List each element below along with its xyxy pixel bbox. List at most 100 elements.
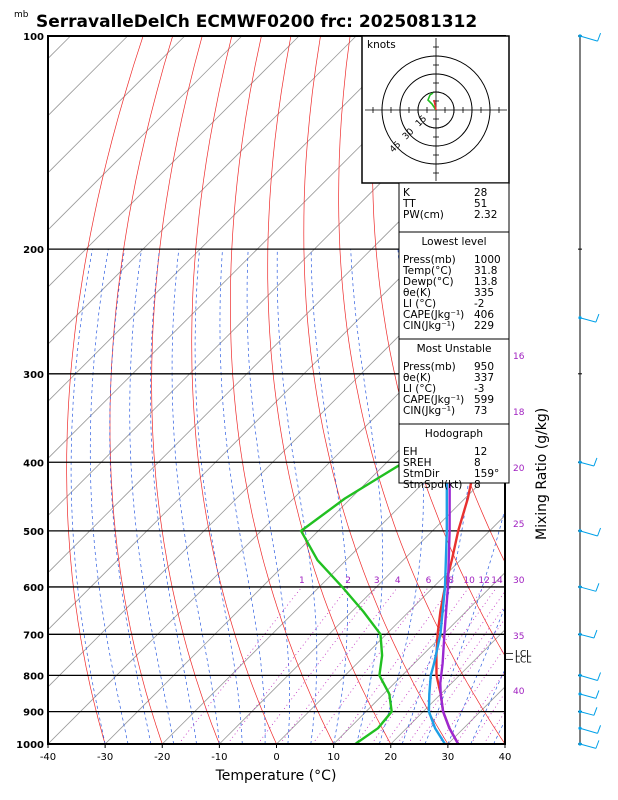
pressure-tick-label: 700 [23,630,44,641]
x-axis-label: Temperature (°C) [215,768,337,784]
dry-adiabat-line [151,36,220,744]
moist-adiabat-line [219,249,266,744]
panel-row-value: -2 [474,298,484,310]
moist-adiabat-line [171,249,220,744]
dry-adiabat-line [528,36,618,744]
wind-barb-flag [593,457,598,467]
panel-row-value: 51 [474,198,487,210]
panel-row-label: θe(K) [403,372,431,384]
isotherm-line [48,36,414,402]
wind-barb-flag [593,629,598,639]
wind-barb [579,35,598,42]
panel-row-value: 13.8 [474,276,497,288]
dry-adiabat-line [109,36,174,744]
panel-row-value: 335 [474,287,494,299]
panel-row-label: Temp(°C) [402,265,452,277]
wind-barb [579,317,597,323]
wind-barb-flag [597,32,602,42]
wind-barb [579,727,598,734]
mixing-ratio-tick-label: 1 [299,576,305,586]
mixing-ratio-tick-label: 35 [513,632,524,642]
mixing-ratio-axis-label: Mixing Ratio (g/kg) [534,408,550,540]
pressure-tick-label: 500 [23,527,44,538]
panel-row-value: 950 [474,361,494,373]
panel-row-value: 1000 [474,254,501,266]
isotherm-line [48,36,186,174]
pressure-tick-label: 1000 [16,740,44,751]
moist-adiabat-line [89,249,129,744]
chart-title: SerravalleDelCh ECMWF0200 frc: 202508131… [36,12,477,32]
panel-row-label: CIN(Jkg⁻¹) [403,405,455,417]
pressure-tick-label: 200 [23,245,44,256]
panel-row-label: TT [402,198,416,210]
temperature-tick-label: -10 [211,752,227,763]
panel-row-value: -3 [474,383,484,395]
mixing-ratio-tick-label: 12 [478,576,489,586]
mixing-ratio-line [257,586,378,744]
isotherm-line [161,400,505,744]
moist-adiabat-line [129,249,175,744]
wind-barb [579,633,595,639]
dry-adiabat-grid [66,36,618,744]
panel-row-label: LI (°C) [403,298,436,310]
pressure-tick-label: 100 [23,32,44,43]
mixing-ratio-line [483,711,505,744]
moist-adiabat-line [493,719,505,744]
pressure-tick-label: 400 [23,458,44,469]
wind-barb-flag [593,707,598,716]
panel-row-value: 2.32 [474,209,497,221]
dry-adiabat-line [303,36,449,744]
panel-row-label: CIN(Jkg⁻¹) [403,320,455,332]
panel-row-label: CAPE(Jkg⁻¹) [403,394,464,406]
panel-row-value: 337 [474,372,494,384]
isotherm-line [48,229,505,688]
dry-adiabat-line [66,36,144,744]
wind-barb [579,530,598,537]
pressure-tick-label: 600 [23,583,44,594]
pressure-tick-label: 800 [23,671,44,682]
wind-barb-flag [595,583,600,592]
dry-adiabat-line [557,36,618,744]
dry-adiabat-line [230,36,334,744]
mixing-ratio-tick-label: 30 [513,576,525,586]
panel-row-value: 73 [474,405,487,417]
isotherm-line [219,457,505,744]
panel-row-label: SREH [403,457,432,469]
pressure-tick-label: 900 [23,708,44,719]
storm-motion-vector [433,99,437,111]
panel-row-label: EH [403,446,418,458]
wind-barb-flag [595,690,600,699]
panel-row-label: Press(mb) [403,361,456,373]
isotherm-line [48,286,505,744]
panel-row-label: LI (°C) [403,383,436,395]
temperature-tick-label: 40 [499,752,512,763]
panel-row-value: 8 [474,457,481,469]
wind-barb-flag [595,740,600,749]
dry-adiabat-line [338,36,505,744]
mixing-ratio-tick-label: 40 [513,687,525,697]
panel-section-header: Hodograph [425,428,483,440]
mixing-ratio-tick-label: 6 [426,576,432,586]
mixing-ratio-tick-label: 8 [448,576,454,586]
mixing-ratio-tick-label: 16 [513,352,525,362]
temperature-tick-label: -30 [97,752,113,763]
panel-row-label: CAPE(Jkg⁻¹) [403,309,464,321]
isotherm-line [48,172,505,631]
pressure-tick-label: 300 [23,370,44,381]
panel-row-value: 8 [474,479,481,491]
panel-row-label: Dewp(°C) [403,276,454,288]
temperature-tick-label: -20 [154,752,170,763]
panel-row-value: 229 [474,320,494,332]
wind-profile [578,32,602,749]
temperature-tick-label: 0 [273,752,279,763]
panel-row-value: 406 [474,309,494,321]
mixing-ratio-line [396,590,505,744]
temperature-tick-label: 30 [442,752,455,763]
isotherm-line [48,36,300,288]
panel-row-label: Press(mb) [403,254,456,266]
info-panel: K 28 TT 51 PW(cm) 2.32 Lowest level Press(mb) 10… [398,182,510,491]
temperature-tick-label: 10 [327,752,340,763]
